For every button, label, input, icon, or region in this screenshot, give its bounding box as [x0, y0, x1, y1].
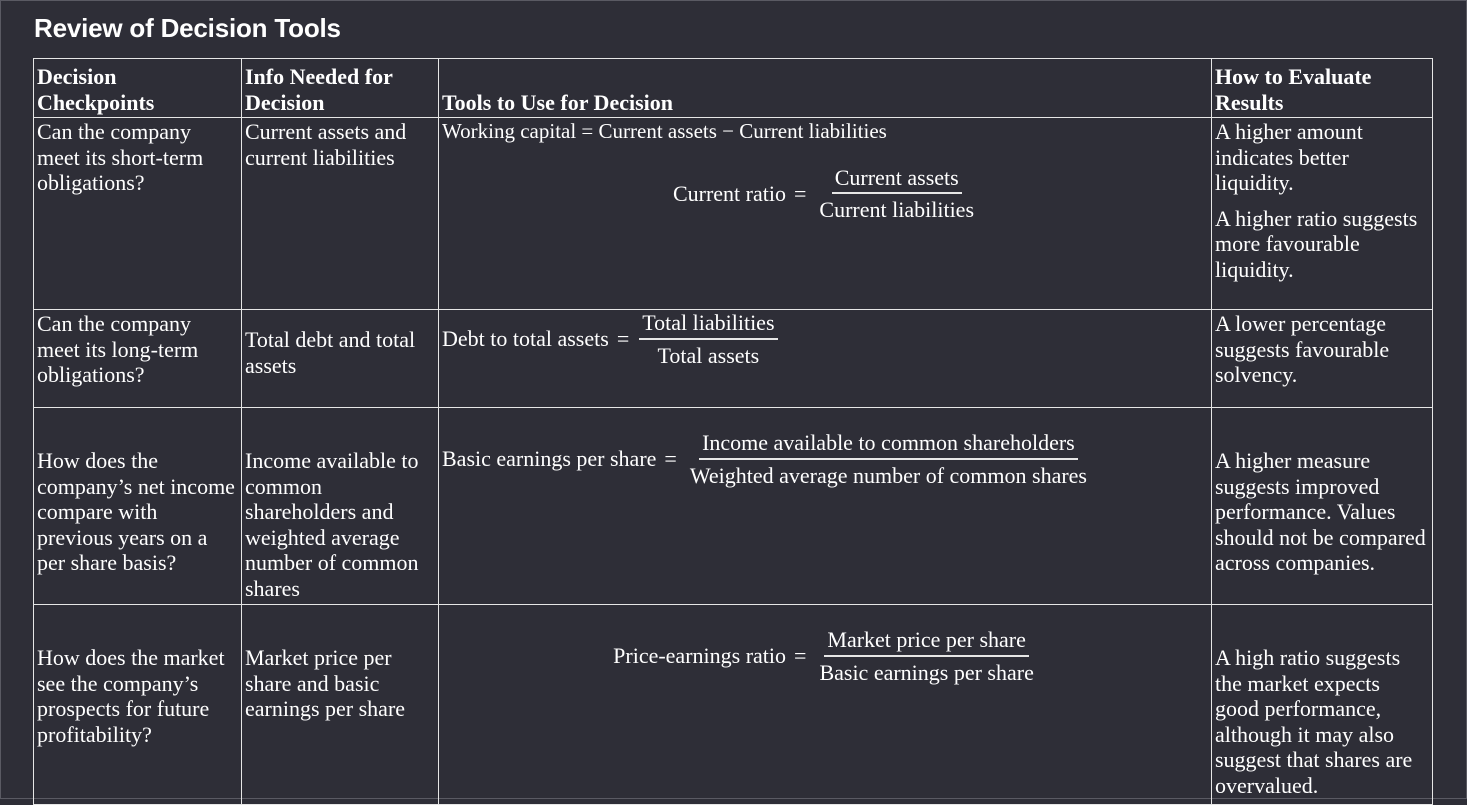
tools-cell: Debt to total assets = Total liabilities… — [438, 309, 1212, 408]
fraction-denominator: Weighted average number of common shares — [689, 462, 1087, 488]
fraction-denominator: Current liabilities — [819, 197, 975, 222]
basic-eps-formula: Basic earnings per share = Income availa… — [442, 430, 1208, 488]
fraction-denominator: Total assets — [657, 342, 760, 368]
checkpoint-cell: How does the market see the company’s pr… — [33, 604, 242, 805]
working-capital-formula: Working capital = Current assets − Curre… — [442, 119, 887, 143]
fraction: Income available to common shareholders … — [687, 430, 1090, 488]
formula-lhs: Basic earnings per share — [442, 446, 657, 472]
fraction-numerator: Current assets — [831, 165, 962, 194]
tools-cell: Price-earnings ratio = Market price per … — [438, 604, 1212, 805]
equals-sign: = — [794, 643, 807, 669]
checkpoint-cell: How does the company’s net income compar… — [33, 407, 242, 605]
formula-lhs: Price-earnings ratio — [613, 643, 787, 669]
header-tools: Tools to Use for Decision — [438, 58, 1212, 118]
tools-cell: Basic earnings per share = Income availa… — [438, 407, 1212, 605]
fraction-numerator: Income available to common shareholders — [699, 430, 1078, 460]
evaluate-cell: A high ratio suggests the market expects… — [1211, 604, 1433, 805]
table-row: Can the company meet its long-term oblig… — [33, 309, 1433, 408]
evaluate-text: A higher ratio suggests more favourable … — [1215, 205, 1418, 282]
price-earnings-formula: Price-earnings ratio = Market price per … — [442, 627, 1208, 685]
evaluate-cell: A lower percentage suggests favourable s… — [1211, 309, 1433, 408]
fraction: Market price per share Basic earnings pe… — [816, 627, 1036, 685]
table-row: How does the company’s net income compar… — [33, 407, 1433, 605]
header-decision-checkpoints: Decision Checkpoints — [33, 58, 242, 118]
evaluate-text: A higher amount indicates better liquidi… — [1215, 119, 1363, 195]
info-text: Total debt and total assets — [245, 327, 416, 378]
info-cell: Income available to common shareholders … — [241, 407, 439, 605]
table-row: Can the company meet its short-term obli… — [33, 117, 1433, 310]
equals-sign: = — [616, 326, 630, 352]
fraction: Total liabilities Total assets — [639, 310, 778, 368]
debt-to-total-assets-formula: Debt to total assets = Total liabilities… — [442, 310, 1208, 368]
table-row: How does the market see the company’s pr… — [33, 604, 1433, 805]
header-how-to-evaluate: How to Evaluate Results — [1211, 58, 1433, 118]
fraction-denominator: Basic earnings per share — [819, 659, 1034, 685]
table-header-row: Decision Checkpoints Info Needed for Dec… — [33, 58, 1433, 118]
checkpoint-cell: Can the company meet its long-term oblig… — [33, 309, 242, 408]
formula-lhs: Debt to total assets — [442, 326, 609, 352]
tools-cell: Working capital = Current assets − Curre… — [438, 117, 1212, 310]
info-cell: Current assets and current liabilities — [241, 117, 439, 310]
evaluate-cell: A higher measure suggests improved perfo… — [1211, 407, 1433, 605]
evaluate-cell: A higher amount indicates better liquidi… — [1211, 117, 1433, 310]
fraction: Current assets Current liabilities — [816, 165, 977, 223]
info-cell: Total debt and total assets — [241, 309, 439, 408]
fraction-numerator: Market price per share — [824, 627, 1029, 657]
header-info-needed: Info Needed for Decision — [241, 58, 439, 118]
page-title: Review of Decision Tools — [34, 13, 341, 43]
formula-lhs: Current ratio — [672, 180, 786, 206]
checkpoint-cell: Can the company meet its short-term obli… — [33, 117, 242, 310]
equals-sign: = — [664, 446, 677, 472]
fraction-numerator: Total liabilities — [639, 310, 778, 340]
decision-tools-table: Decision Checkpoints Info Needed for Dec… — [33, 58, 1433, 805]
equals-sign: = — [794, 180, 807, 206]
current-ratio-formula: Current ratio = Current assets Current l… — [442, 165, 1208, 223]
info-cell: Market price per share and basic earning… — [241, 604, 439, 805]
